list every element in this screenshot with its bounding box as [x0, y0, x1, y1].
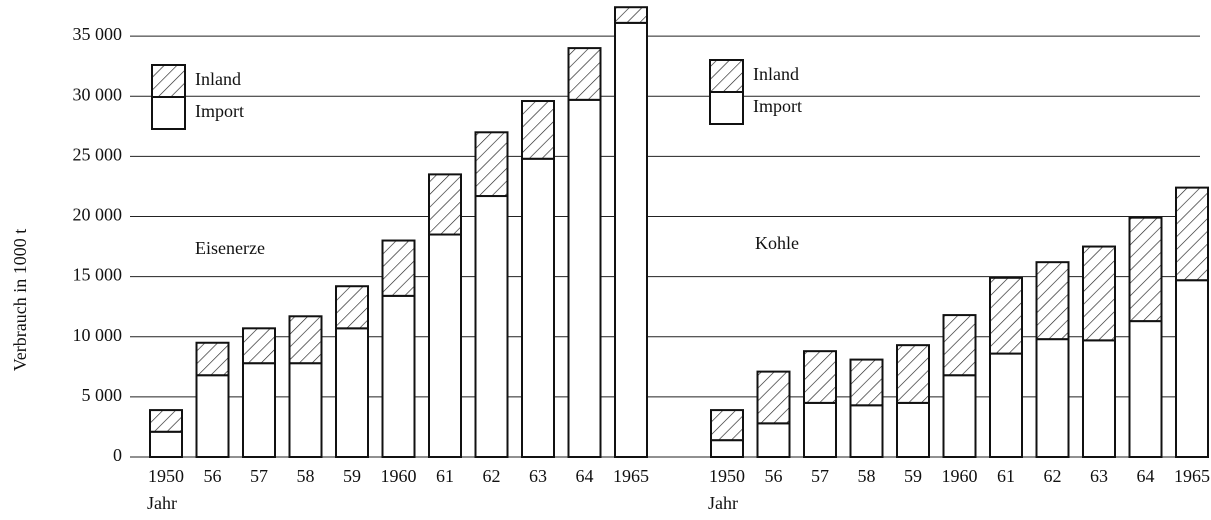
x-tick-label: 58 — [858, 466, 876, 486]
bar-segment — [756, 422, 791, 459]
bar-segment — [1175, 186, 1209, 282]
x-tick-label: 1950 — [148, 466, 184, 486]
x-tick-label: 64 — [576, 466, 594, 486]
legend-label: Import — [195, 101, 244, 121]
bar-segment — [849, 404, 884, 458]
bar-segment — [195, 374, 230, 458]
group-label: Kohle — [755, 233, 799, 253]
bar-segment — [381, 239, 416, 297]
x-tick-label: 1960 — [942, 466, 978, 486]
bar-segment — [149, 430, 183, 459]
x-axis-label: Jahr — [147, 493, 177, 513]
y-tick-label: 25 000 — [73, 144, 123, 164]
legend-swatch — [709, 91, 744, 125]
x-tick-label: 1965 — [613, 466, 649, 486]
bar-segment — [896, 401, 930, 459]
bar-segment — [474, 195, 509, 458]
x-tick-label: 61 — [997, 466, 1015, 486]
bar-segment — [756, 370, 791, 425]
x-tick-label: 64 — [1137, 466, 1155, 486]
x-tick-label: 57 — [250, 466, 268, 486]
bar-segment — [567, 98, 602, 458]
x-tick-label: 59 — [904, 466, 922, 486]
bar-segment — [1082, 245, 1116, 342]
group-label: Eisenerze — [195, 238, 265, 258]
bar-segment — [849, 358, 884, 407]
bar-segment — [288, 362, 323, 458]
y-tick-label: 0 — [113, 445, 122, 465]
legend-label: Import — [753, 96, 802, 116]
bar-segment — [710, 439, 744, 458]
legend-label: Inland — [195, 69, 241, 89]
x-tick-label: 56 — [204, 466, 222, 486]
x-tick-label: 59 — [343, 466, 361, 486]
x-tick-label: 57 — [811, 466, 829, 486]
x-tick-label: 62 — [1044, 466, 1062, 486]
bar-segment — [381, 294, 416, 459]
bar-segment — [242, 327, 276, 365]
bar-segment — [803, 401, 837, 459]
bar-segment — [1082, 339, 1116, 458]
bar-segment — [428, 233, 462, 458]
y-tick-label: 35 000 — [73, 24, 123, 44]
x-tick-label: 56 — [765, 466, 783, 486]
bar-segment — [149, 409, 183, 433]
bar-segment — [942, 314, 977, 377]
bar-segment — [942, 374, 977, 458]
y-axis-label: Verbrauch in 1000 t — [10, 229, 30, 371]
y-tick-label: 30 000 — [73, 84, 123, 104]
bar-segment — [989, 276, 1023, 355]
legend-label: Inland — [753, 64, 799, 84]
x-tick-label: 62 — [483, 466, 501, 486]
x-tick-label: 63 — [1090, 466, 1108, 486]
bar-segment — [335, 285, 369, 330]
x-tick-label: 1950 — [709, 466, 745, 486]
bar-segment — [989, 352, 1023, 458]
x-tick-label: 1965 — [1174, 466, 1210, 486]
y-tick-label: 20 000 — [73, 205, 123, 225]
bar-segment — [195, 341, 230, 377]
bar-segment — [335, 327, 369, 458]
bar-segment — [474, 131, 509, 198]
bar-segment — [1128, 320, 1163, 458]
bar-segment — [1035, 338, 1070, 459]
bar-segment — [567, 47, 602, 101]
x-tick-label: 58 — [297, 466, 315, 486]
bar-segment — [288, 315, 323, 365]
x-axis-label: Jahr — [708, 493, 738, 513]
bar-segment — [896, 344, 930, 404]
y-tick-label: 5 000 — [82, 385, 123, 405]
legend-swatch — [709, 59, 744, 93]
bar-segment — [710, 409, 744, 442]
bar-segment — [242, 362, 276, 458]
x-tick-label: 61 — [436, 466, 454, 486]
legend-swatch — [151, 96, 186, 130]
bar-segment — [1128, 216, 1163, 323]
bar-segment — [614, 6, 648, 24]
bar-segment — [803, 350, 837, 404]
legend-swatch — [151, 64, 186, 98]
bar-segment — [428, 173, 462, 236]
bar-segment — [521, 157, 555, 458]
bar-segment — [521, 100, 555, 160]
x-tick-label: 1960 — [381, 466, 417, 486]
bar-segment — [1035, 261, 1070, 341]
y-tick-label: 15 000 — [73, 265, 123, 285]
bar-segment — [614, 21, 648, 458]
bar-segment — [1175, 279, 1209, 458]
x-tick-label: 63 — [529, 466, 547, 486]
y-tick-label: 10 000 — [73, 325, 123, 345]
